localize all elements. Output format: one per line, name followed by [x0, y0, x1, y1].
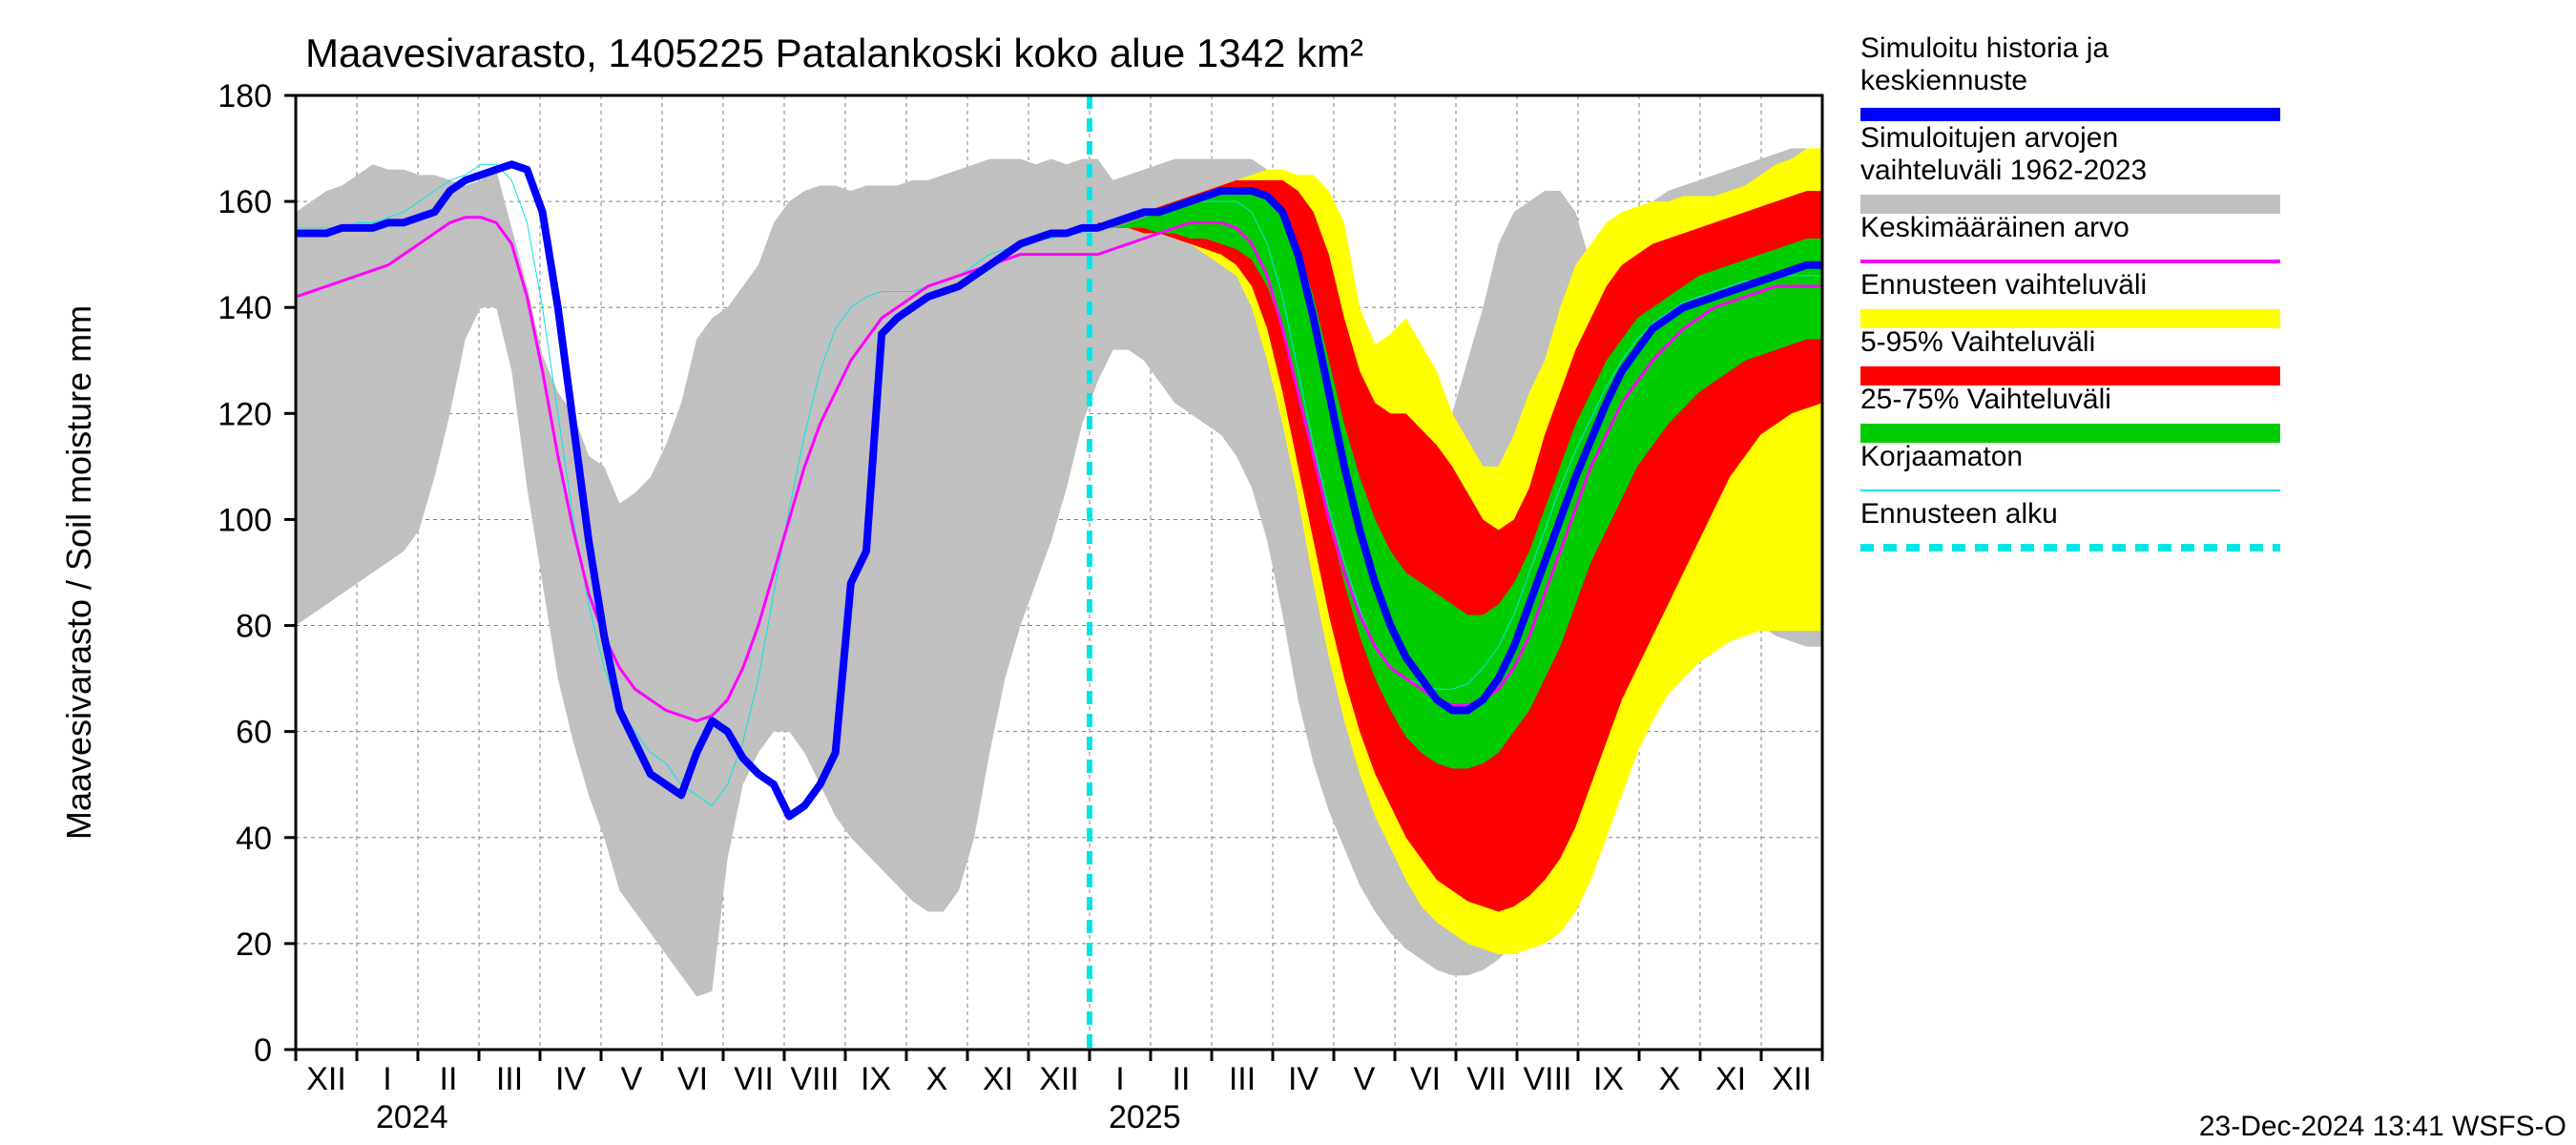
y-tick-label: 80	[236, 609, 272, 645]
legend-label: Ennusteen alku	[1860, 498, 2058, 530]
x-month-label: IV	[1288, 1061, 1319, 1097]
x-month-label: VII	[734, 1061, 774, 1097]
x-month-label: III	[1229, 1061, 1256, 1097]
legend-swatch	[1860, 309, 2280, 328]
x-month-label: IX	[1593, 1061, 1624, 1097]
legend-label: vaihteluväli 1962-2023	[1860, 155, 2147, 186]
y-axis-label: Maavesivarasto / Soil moisture mm	[59, 305, 98, 840]
legend-label: 5-95% Vaihteluväli	[1860, 326, 2095, 358]
x-month-label: I	[383, 1061, 391, 1097]
chart-title: Maavesivarasto, 1405225 Patalankoski kok…	[305, 31, 1363, 75]
soil-moisture-chart: 020406080100120140160180XIIIIIIIIIVVVIVI…	[0, 0, 2576, 1145]
y-tick-label: 60	[236, 715, 272, 751]
x-month-label: X	[1659, 1061, 1681, 1097]
x-month-label: VI	[677, 1061, 708, 1097]
x-month-label: IX	[861, 1061, 891, 1097]
x-month-label: III	[496, 1061, 523, 1097]
y-tick-label: 180	[218, 78, 272, 114]
x-month-label: XII	[1039, 1061, 1079, 1097]
legend-label: keskiennuste	[1860, 65, 2027, 96]
x-month-label: XII	[306, 1061, 346, 1097]
x-year-label: 2024	[376, 1099, 448, 1135]
y-tick-label: 160	[218, 184, 272, 220]
legend-label: Ennusteen vaihteluväli	[1860, 269, 2147, 301]
x-month-label: II	[1173, 1061, 1191, 1097]
legend-label: Korjaamaton	[1860, 441, 2023, 472]
y-tick-label: 40	[236, 821, 272, 857]
legend-label: Simuloitu historia ja	[1860, 32, 2109, 64]
y-tick-label: 20	[236, 926, 272, 963]
x-month-label: I	[1115, 1061, 1124, 1097]
x-month-label: V	[621, 1061, 643, 1097]
legend-swatch	[1860, 195, 2280, 214]
y-tick-label: 0	[254, 1032, 272, 1069]
chart-footer: 23-Dec-2024 13:41 WSFS-O	[2199, 1111, 2566, 1142]
x-month-label: V	[1354, 1061, 1376, 1097]
legend-swatch	[1860, 424, 2280, 443]
x-month-label: XI	[983, 1061, 1013, 1097]
y-tick-label: 100	[218, 502, 272, 538]
y-tick-label: 140	[218, 290, 272, 326]
legend-label: Simuloitujen arvojen	[1860, 122, 2118, 154]
chart-container: 020406080100120140160180XIIIIIIIIIVVVIVI…	[0, 0, 2576, 1145]
legend-label: 25-75% Vaihteluväli	[1860, 384, 2111, 415]
x-month-label: VI	[1410, 1061, 1441, 1097]
x-month-label: XII	[1772, 1061, 1812, 1097]
x-month-label: VIII	[790, 1061, 839, 1097]
x-month-label: VIII	[1523, 1061, 1571, 1097]
x-month-label: X	[926, 1061, 948, 1097]
y-tick-label: 120	[218, 396, 272, 432]
x-year-label: 2025	[1109, 1099, 1181, 1135]
x-month-label: VII	[1466, 1061, 1506, 1097]
legend-label: Keskimääräinen arvo	[1860, 212, 2129, 243]
x-month-label: IV	[555, 1061, 586, 1097]
x-month-label: II	[440, 1061, 458, 1097]
x-month-label: XI	[1715, 1061, 1746, 1097]
legend-swatch	[1860, 366, 2280, 385]
